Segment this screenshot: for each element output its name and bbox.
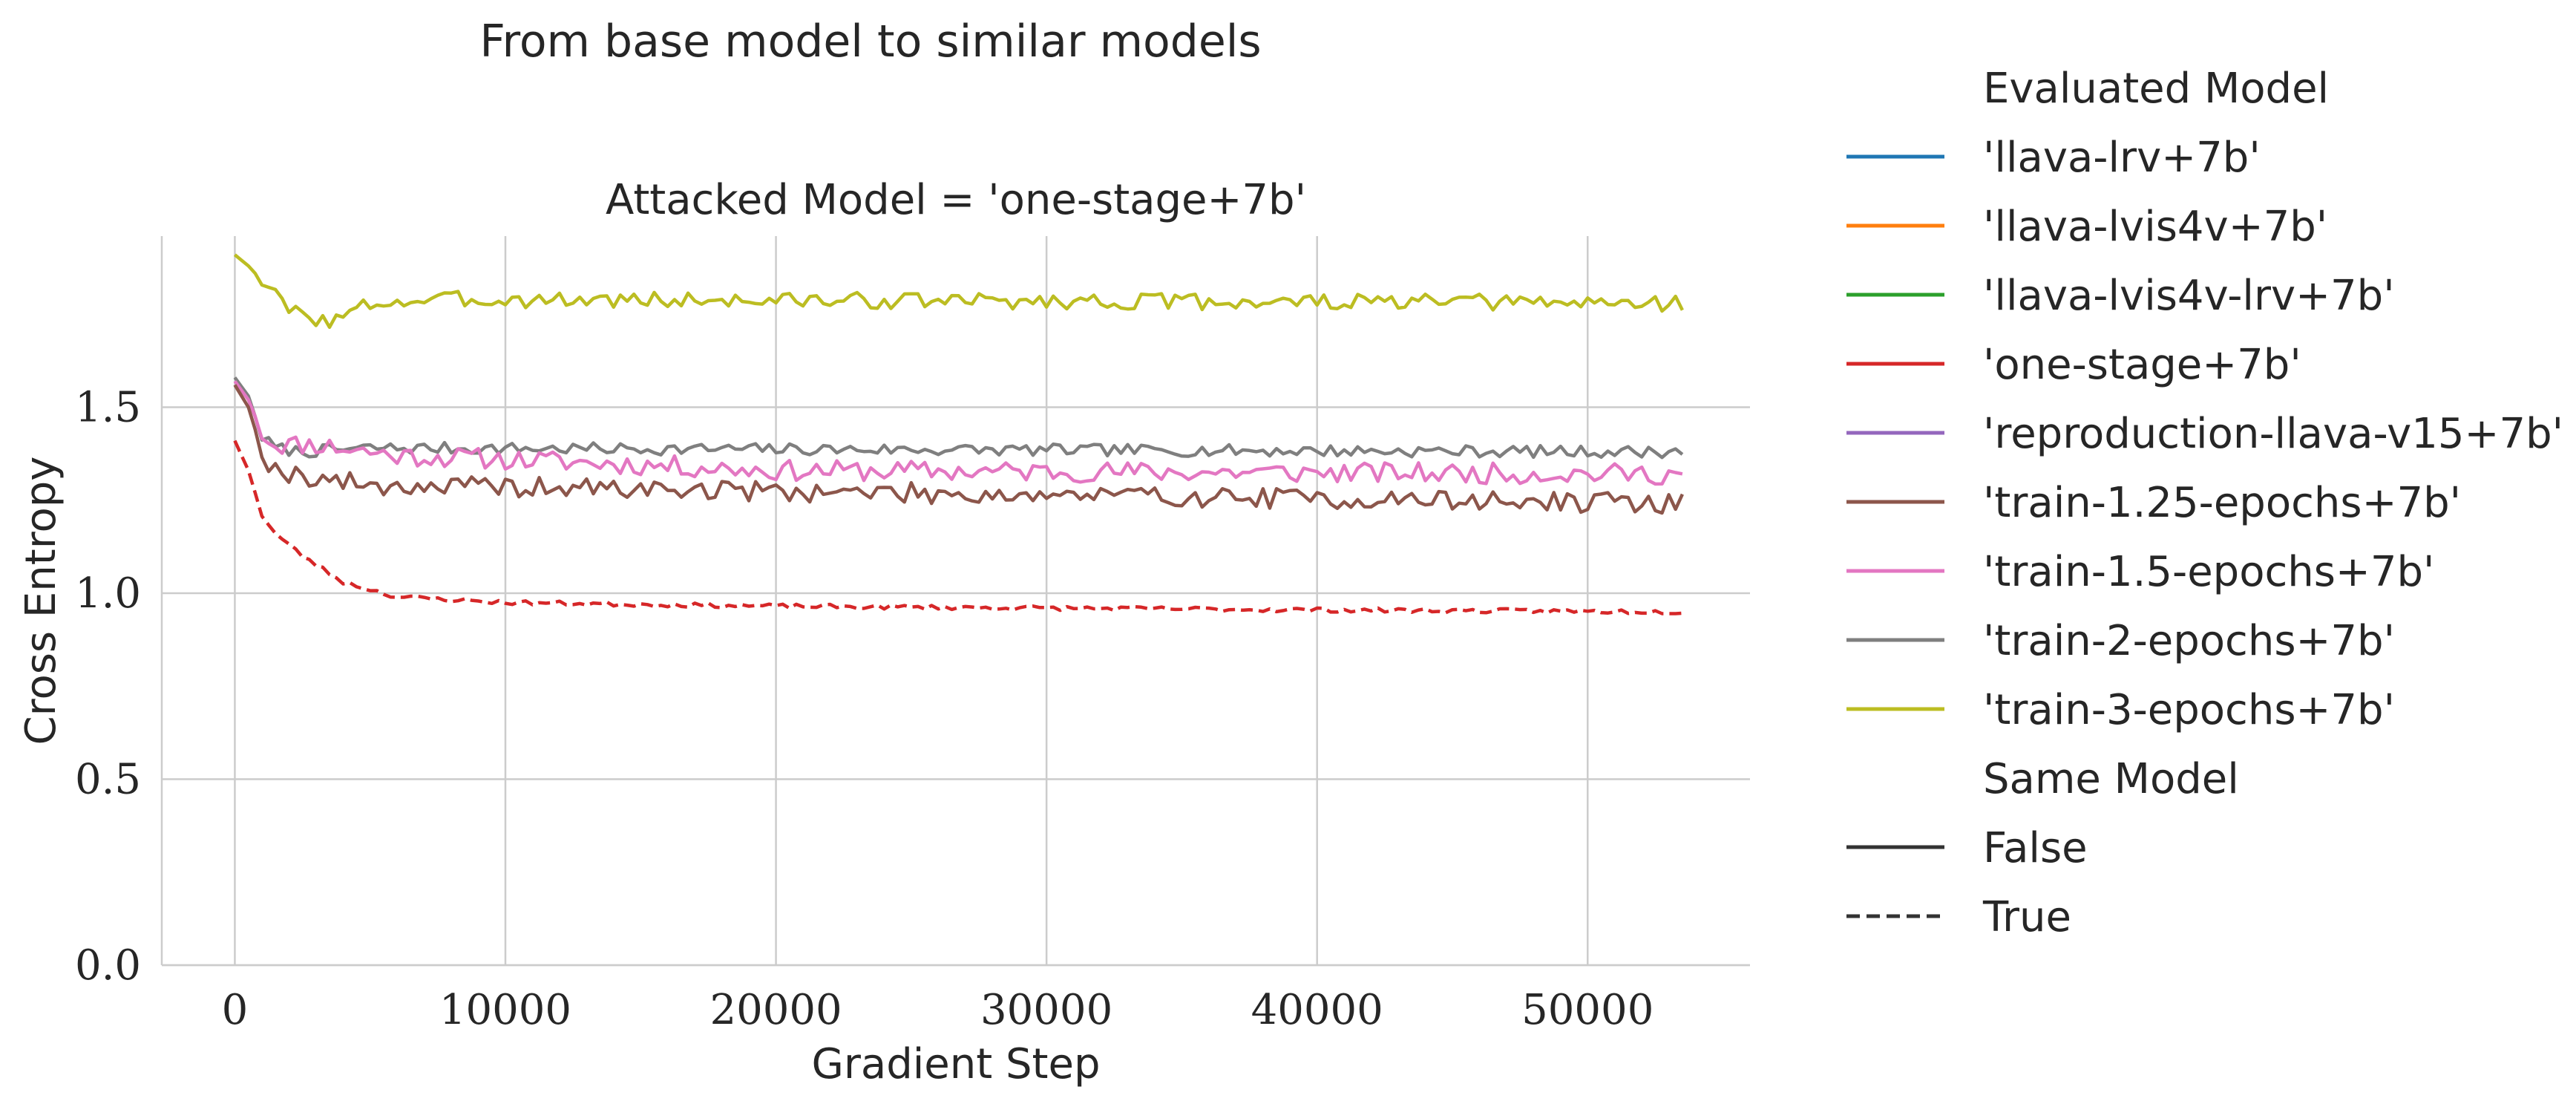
legend-entry-label: 'train-1.25-epochs+7b' [1983,479,2461,527]
legend-title-same-model: Same Model [1983,755,2239,803]
y-tick-label: 0.5 [75,755,141,803]
y-tick-label: 1.0 [75,569,141,618]
legend-entry-label: 'one-stage+7b' [1983,341,2301,389]
legend-style-label: True [1982,893,2071,941]
x-tick-label: 40000 [1251,986,1383,1034]
x-ticks: 0 10000 20000 30000 40000 50000 [222,986,1654,1034]
series-line [233,380,1683,486]
legend-title-evaluated-model: Evaluated Model [1983,65,2329,113]
x-tick-label: 20000 [709,986,842,1034]
y-ticks: 0.0 0.5 1.0 1.5 [75,383,141,990]
x-tick-label: 50000 [1521,986,1654,1034]
subplot-title: Attacked Model = 'one-stage+7b' [606,176,1306,224]
x-tick-label: 30000 [980,986,1112,1034]
grid [162,236,1750,967]
legend-entry-label: 'llava-lvis4v+7b' [1983,203,2327,251]
figure-suptitle: From base model to similar models [479,16,1261,68]
x-tick-label: 10000 [439,986,571,1034]
series-line [233,384,1684,515]
x-axis-label: Gradient Step [811,1040,1100,1088]
y-axis-label: Cross Entropy [17,457,65,745]
legend-entry-label: 'llava-lrv+7b' [1983,134,2261,182]
x-tick-label: 0 [222,986,249,1034]
series-lines [233,253,1684,615]
series-line [233,253,1684,330]
y-tick-label: 1.5 [75,383,141,431]
legend-entry-label: 'reproduction-llava-v15+7b' [1983,410,2563,458]
legend-style-label: False [1983,824,2088,872]
y-tick-label: 0.0 [75,941,141,990]
legend-entry-label: 'llava-lvis4v-lrv+7b' [1983,272,2395,320]
legend-entry-label: 'train-3-epochs+7b' [1983,686,2395,734]
legend: Evaluated Model 'llava-lrv+7b' 'llava-lvis… [1846,65,2563,941]
legend-entry-label: 'train-2-epochs+7b' [1983,617,2395,665]
series-line [233,440,1683,615]
legend-entry-label: 'train-1.5-epochs+7b' [1983,548,2434,596]
axis-spines [160,236,1750,967]
series-line [233,376,1684,460]
